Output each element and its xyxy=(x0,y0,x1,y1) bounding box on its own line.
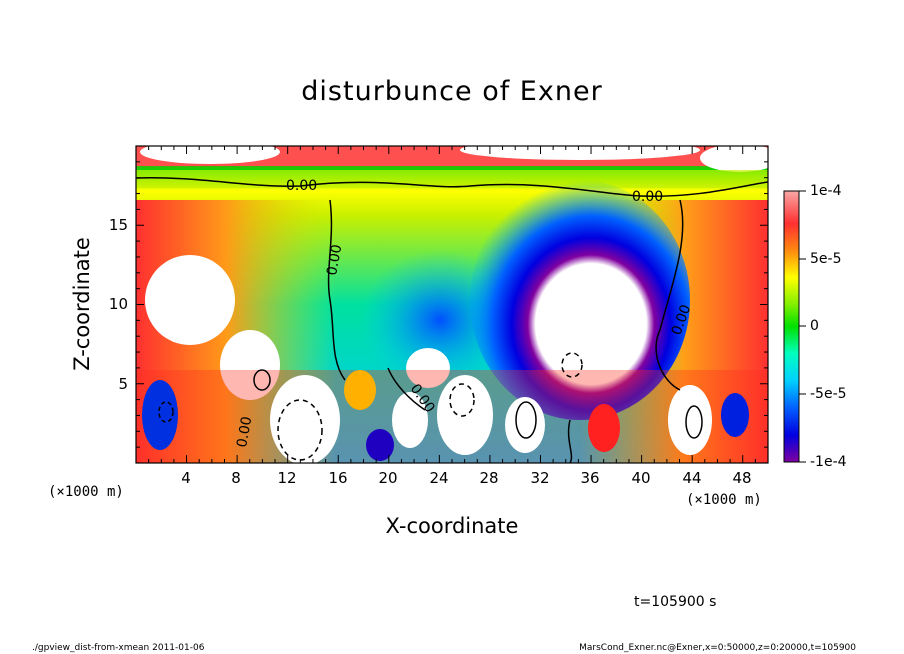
y-tick-label: 5 xyxy=(118,375,128,393)
contour-zero-mid xyxy=(387,367,426,411)
y-axis-unit: (×1000 m) xyxy=(48,484,124,500)
x-axis-label: X-coordinate xyxy=(385,514,519,538)
colorbar-label: -1e-4 xyxy=(810,454,847,470)
x-tick-label: 24 xyxy=(429,469,449,487)
x-tick-label: 48 xyxy=(732,469,752,487)
contour-closed-a xyxy=(515,401,537,439)
field-lower-blob-h xyxy=(668,385,712,455)
contour-lines xyxy=(135,177,769,464)
x-tick-label: 44 xyxy=(682,469,702,487)
contour-closed-c xyxy=(253,369,271,391)
contour-zero-right xyxy=(655,199,684,391)
field-top-white-right xyxy=(700,146,768,172)
contour-zero-low xyxy=(567,419,573,464)
field-lower-blob-f xyxy=(505,397,545,453)
colorbar-label: 1e-4 xyxy=(810,183,842,199)
field-zero-band xyxy=(136,170,768,188)
contour-label: 0.00 xyxy=(234,415,255,448)
chart-title: disturbunce of Exner xyxy=(301,76,603,107)
x-tick-label: 12 xyxy=(277,469,297,487)
y-tick-label: 10 xyxy=(108,295,128,313)
contour-dashed-a xyxy=(561,352,583,378)
colorbar-label: 0 xyxy=(810,318,819,334)
contour-label: 0.00 xyxy=(324,243,345,276)
x-tick-label: 36 xyxy=(580,469,600,487)
field-lower-blob-i xyxy=(721,393,749,437)
time-label: t=105900 s xyxy=(634,594,717,610)
x-tick-label: 40 xyxy=(631,469,651,487)
contour-closed-b xyxy=(685,405,703,439)
field-top-white-left xyxy=(140,146,280,164)
colorbar-ticks xyxy=(799,190,806,463)
field-right-blue xyxy=(470,180,690,420)
field-left-hole xyxy=(145,255,235,345)
contour-label: 0.00 xyxy=(286,178,317,194)
x-tick-label: 28 xyxy=(479,469,499,487)
contour-zero-top xyxy=(135,177,769,197)
field-center-hole xyxy=(406,348,450,388)
field-lower-blob-b xyxy=(270,375,340,463)
colorbar xyxy=(783,190,800,463)
footer-source-label: MarsCond_Exner.nc@Exner,x=0:50000,z=0:20… xyxy=(579,643,856,653)
field-lower-blob-g xyxy=(588,404,620,452)
contour-label: 0.00 xyxy=(632,189,663,205)
x-tick-label: 8 xyxy=(231,469,241,487)
footer-script-label: ./gpview_dist-from-xmean 2011-01-06 xyxy=(32,643,205,653)
contour-dashed-c xyxy=(449,383,475,417)
field-lower-blob-c xyxy=(366,429,394,461)
x-axis-unit: (×1000 m) xyxy=(686,492,762,508)
field-top-white-mid xyxy=(460,146,700,160)
field-lower-blob-j xyxy=(344,370,376,410)
colorbar-label: 5e-5 xyxy=(810,251,842,267)
x-tick-label: 4 xyxy=(181,469,191,487)
colorbar-label: -5e-5 xyxy=(810,386,847,402)
x-tick-label: 32 xyxy=(530,469,550,487)
axis-tick-marks xyxy=(135,145,769,464)
heatmap-field xyxy=(136,146,768,463)
x-tick-label: 16 xyxy=(328,469,348,487)
x-tick-label: 20 xyxy=(378,469,398,487)
contour-dashed-d xyxy=(158,401,174,423)
y-axis-label: Z-coordinate xyxy=(70,237,94,371)
field-left-hole2 xyxy=(220,330,280,400)
y-tick-label: 15 xyxy=(108,216,128,234)
contour-zero-left xyxy=(327,199,346,381)
